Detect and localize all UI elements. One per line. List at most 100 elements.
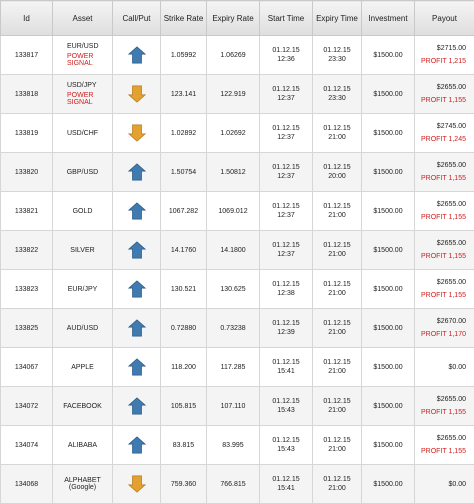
callput-cell xyxy=(113,36,161,75)
asset-cell: USD/CHF xyxy=(53,114,113,153)
asset-name: USD/CHF xyxy=(53,130,112,137)
expiry-time: 21:00 xyxy=(328,290,346,297)
power-signal-label: POWER SIGNAL xyxy=(67,53,112,67)
expiry-date: 01.12.15 xyxy=(323,86,350,93)
asset-cell: EUR/JPY xyxy=(53,270,113,309)
header-asset[interactable]: Asset xyxy=(53,1,113,36)
profit-label: PROFIT 1,155 xyxy=(415,406,466,419)
strike-rate: 83.815 xyxy=(161,426,207,465)
header-payout[interactable]: Payout xyxy=(415,1,474,36)
header-strike-rate[interactable]: Strike Rate xyxy=(161,1,207,36)
payout-amount: $2655.00 xyxy=(415,393,466,406)
payout-amount: $2745.00 xyxy=(415,120,466,133)
payout-amount: $2655.00 xyxy=(415,237,466,250)
investment: $1500.00 xyxy=(362,192,415,231)
payout-amount: $2715.00 xyxy=(415,42,466,55)
asset-name: APPLE xyxy=(53,364,112,371)
expiry-rate: 1.06269 xyxy=(207,36,260,75)
trade-id: 133819 xyxy=(1,114,53,153)
expiry-rate: 83.995 xyxy=(207,426,260,465)
header-expiry-rate[interactable]: Expiry Rate xyxy=(207,1,260,36)
asset-name: FACEBOOK xyxy=(53,403,112,410)
profit-label: PROFIT 1,170 xyxy=(415,328,466,341)
start-time: 12:37 xyxy=(277,173,295,180)
expiry-time-cell: 01.12.15 23:30 xyxy=(313,75,362,114)
expiry-rate: 1069.012 xyxy=(207,192,260,231)
expiry-date: 01.12.15 xyxy=(323,203,350,210)
trade-id: 133817 xyxy=(1,36,53,75)
header-expiry-time[interactable]: Expiry Time xyxy=(313,1,362,36)
asset-cell: GOLD xyxy=(53,192,113,231)
investment: $1500.00 xyxy=(362,309,415,348)
call-up-arrow-icon xyxy=(128,241,146,259)
trade-id: 133822 xyxy=(1,231,53,270)
header-id[interactable]: Id xyxy=(1,1,53,36)
callput-cell xyxy=(113,348,161,387)
header-investment[interactable]: Investment xyxy=(362,1,415,36)
call-up-arrow-icon xyxy=(128,202,146,220)
expiry-time: 21:00 xyxy=(328,485,346,492)
strike-rate: 1067.282 xyxy=(161,192,207,231)
expiry-rate: 1.02692 xyxy=(207,114,260,153)
investment: $1500.00 xyxy=(362,348,415,387)
strike-rate: 123.141 xyxy=(161,75,207,114)
expiry-time: 23:30 xyxy=(328,95,346,102)
strike-rate: 1.05992 xyxy=(161,36,207,75)
strike-rate: 105.815 xyxy=(161,387,207,426)
put-down-arrow-icon xyxy=(128,124,146,142)
trade-id: 134074 xyxy=(1,426,53,465)
strike-rate: 1.02892 xyxy=(161,114,207,153)
asset-name: ALPHABET xyxy=(53,477,112,484)
profit-label: PROFIT 1,155 xyxy=(415,172,466,185)
asset-cell: ALIBABA xyxy=(53,426,113,465)
start-time: 12:38 xyxy=(277,290,295,297)
investment: $1500.00 xyxy=(362,231,415,270)
header-start-time[interactable]: Start Time xyxy=(260,1,313,36)
trade-id: 133825 xyxy=(1,309,53,348)
start-date: 01.12.15 xyxy=(272,320,299,327)
callput-cell xyxy=(113,153,161,192)
put-down-arrow-icon xyxy=(128,475,146,493)
investment: $1500.00 xyxy=(362,75,415,114)
header-callput[interactable]: Call/Put xyxy=(113,1,161,36)
payout-amount: $2655.00 xyxy=(415,198,466,211)
strike-rate: 0.72880 xyxy=(161,309,207,348)
expiry-date: 01.12.15 xyxy=(323,359,350,366)
expiry-date: 01.12.15 xyxy=(323,437,350,444)
asset-cell: ALPHABET(Google) xyxy=(53,465,113,504)
start-date: 01.12.15 xyxy=(272,164,299,171)
asset-name: AUD/USD xyxy=(53,325,112,332)
asset-name: ALIBABA xyxy=(53,442,112,449)
trade-id: 133818 xyxy=(1,75,53,114)
asset-cell: GBP/USD xyxy=(53,153,113,192)
investment: $1500.00 xyxy=(362,36,415,75)
profit-label: PROFIT 1,155 xyxy=(415,445,466,458)
investment: $1500.00 xyxy=(362,465,415,504)
start-date: 01.12.15 xyxy=(272,125,299,132)
start-date: 01.12.15 xyxy=(272,47,299,54)
expiry-time: 21:00 xyxy=(328,329,346,336)
start-time: 15:43 xyxy=(277,407,295,414)
investment: $1500.00 xyxy=(362,426,415,465)
start-time: 12:37 xyxy=(277,212,295,219)
call-up-arrow-icon xyxy=(128,46,146,64)
callput-cell xyxy=(113,309,161,348)
asset-name: EUR/JPY xyxy=(53,286,112,293)
start-time: 15:41 xyxy=(277,368,295,375)
